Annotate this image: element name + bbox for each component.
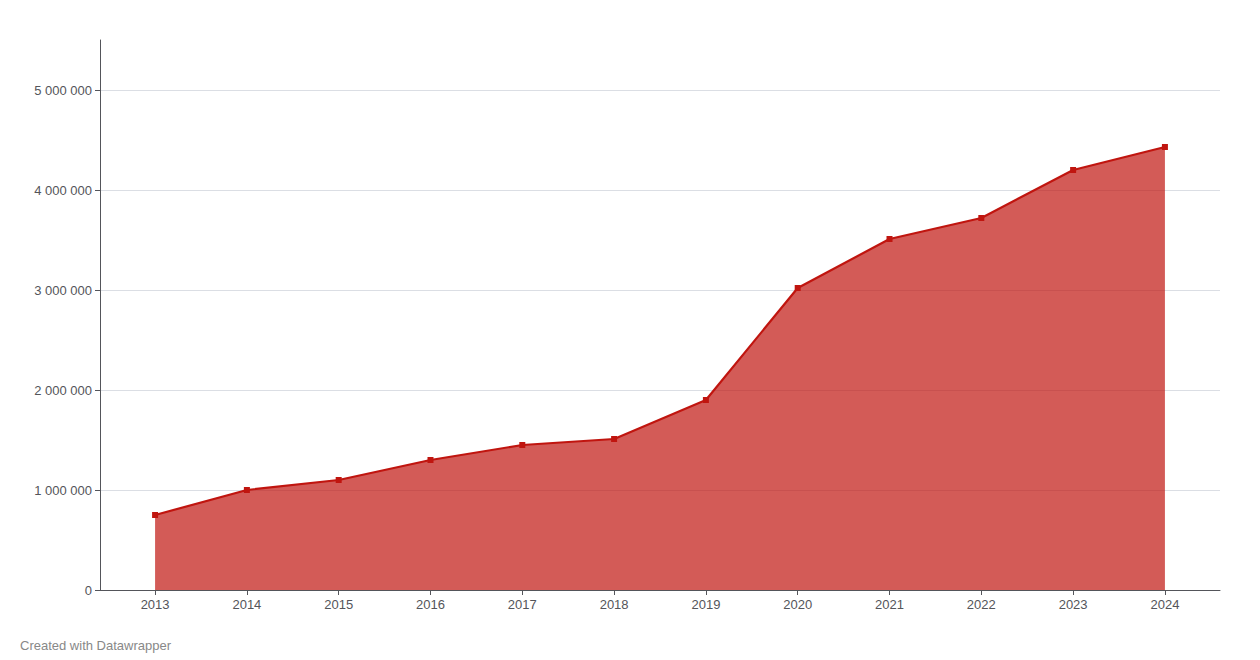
- svg-text:0: 0: [85, 583, 92, 598]
- svg-text:2020: 2020: [783, 597, 812, 612]
- svg-text:2023: 2023: [1059, 597, 1088, 612]
- svg-text:2024: 2024: [1150, 597, 1179, 612]
- svg-text:1 000 000: 1 000 000: [34, 483, 92, 498]
- svg-text:3 000 000: 3 000 000: [34, 283, 92, 298]
- svg-text:2014: 2014: [232, 597, 261, 612]
- svg-text:2018: 2018: [600, 597, 629, 612]
- svg-text:2017: 2017: [508, 597, 537, 612]
- svg-text:5 000 000: 5 000 000: [34, 83, 92, 98]
- svg-text:2015: 2015: [324, 597, 353, 612]
- svg-text:2013: 2013: [141, 597, 170, 612]
- svg-text:2021: 2021: [875, 597, 904, 612]
- svg-text:2016: 2016: [416, 597, 445, 612]
- svg-text:2 000 000: 2 000 000: [34, 383, 92, 398]
- svg-text:2019: 2019: [691, 597, 720, 612]
- svg-text:4 000 000: 4 000 000: [34, 183, 92, 198]
- svg-text:2022: 2022: [967, 597, 996, 612]
- svg-text:Created with Datawrapper: Created with Datawrapper: [20, 638, 172, 653]
